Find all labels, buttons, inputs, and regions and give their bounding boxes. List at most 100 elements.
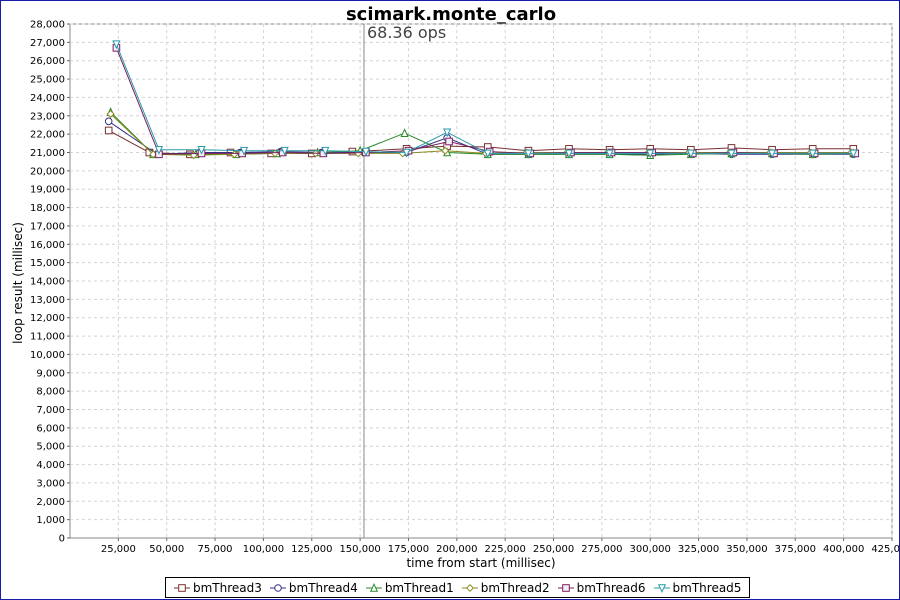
legend-swatch-symbol xyxy=(369,582,378,592)
x-tick-label: 400,000 xyxy=(823,544,864,555)
y-tick-label: 7,000 xyxy=(36,405,65,416)
x-tick-label: 375,000 xyxy=(775,544,816,555)
y-tick-label: 8,000 xyxy=(36,387,65,398)
x-tick-label: 125,000 xyxy=(291,544,332,555)
x-tick-label: 225,000 xyxy=(484,544,525,555)
y-tick-label: 11,000 xyxy=(30,332,65,343)
legend-item: bmThread6 xyxy=(557,580,646,595)
legend-label: bmThread3 xyxy=(193,580,262,595)
y-tick-label: 23,000 xyxy=(30,111,65,122)
x-tick-label: 250,000 xyxy=(533,544,574,555)
y-tick-label: 25,000 xyxy=(30,75,65,86)
y-tick-label: 15,000 xyxy=(30,258,65,269)
legend-label: bmThread6 xyxy=(576,580,646,595)
data-point xyxy=(280,146,289,156)
legend-swatch xyxy=(269,583,286,592)
y-axis-label: loop result (millisec) xyxy=(11,222,25,344)
legend-label: bmThread4 xyxy=(288,580,358,595)
grid-layer xyxy=(70,23,893,538)
series-layer xyxy=(104,40,860,160)
y-tick-label: 14,000 xyxy=(30,277,65,288)
legend-item: bmThread2 xyxy=(461,580,550,595)
data-point xyxy=(104,117,113,126)
legend-swatch xyxy=(653,583,670,593)
data-point xyxy=(154,145,164,155)
x-tick-label: 275,000 xyxy=(581,544,622,555)
legend-swatch xyxy=(461,583,478,592)
y-tick-label: 27,000 xyxy=(30,38,65,49)
y-tick-label: 20,000 xyxy=(30,166,65,177)
x-tick-label: 425,000 xyxy=(871,544,899,555)
data-point xyxy=(808,149,817,159)
data-point xyxy=(524,149,533,159)
y-tick-label: 4,000 xyxy=(36,460,65,471)
data-point xyxy=(605,149,614,159)
legend-label: bmThread2 xyxy=(480,580,550,595)
legend-item: bmThread5 xyxy=(653,580,742,595)
data-point xyxy=(483,149,492,159)
legend-swatch-symbol xyxy=(465,583,474,592)
x-tick-label: 50,000 xyxy=(149,544,184,555)
data-point xyxy=(104,126,113,135)
legend-swatch xyxy=(365,582,382,592)
chart-title: scimark.monte_carlo xyxy=(346,4,556,25)
legend-swatch-symbol xyxy=(178,583,186,592)
y-tick-label: 5,000 xyxy=(36,442,65,453)
data-point xyxy=(443,128,452,138)
data-point xyxy=(441,146,450,155)
x-axis-label: time from start (millisec) xyxy=(406,556,555,570)
x-tick-label: 25,000 xyxy=(101,544,136,555)
y-tick-label: 22,000 xyxy=(30,130,65,141)
legend-swatch xyxy=(557,583,574,592)
legend-swatch xyxy=(174,583,190,592)
data-point xyxy=(402,148,411,158)
data-point xyxy=(646,149,655,159)
legend: bmThread3 bmThread4 bmThread1 bmThread2 bmTh… xyxy=(165,577,751,598)
x-tick-label: 350,000 xyxy=(726,544,767,555)
tick-layer: 0 1,000 2,000 3,000 4,000 5,000 6,000 7,000 8,00… xyxy=(30,20,899,556)
y-tick-label: 26,000 xyxy=(30,56,65,67)
y-tick-label: 18,000 xyxy=(30,203,65,214)
y-tick-label: 24,000 xyxy=(30,93,65,104)
data-point xyxy=(361,147,371,157)
y-tick-label: 12,000 xyxy=(30,313,65,324)
data-point xyxy=(106,109,115,118)
y-tick-label: 6,000 xyxy=(36,423,65,434)
y-tick-label: 10,000 xyxy=(30,350,65,361)
x-tick-label: 150,000 xyxy=(339,544,380,555)
data-point xyxy=(112,40,121,50)
chart-svg: scimark.monte_carlo 0 1,000 2,000 3,000 4,00… xyxy=(11,4,899,570)
x-tick-label: 175,000 xyxy=(388,544,429,555)
marker-layer: 68.36 ops xyxy=(363,23,446,538)
legend-label: bmThread1 xyxy=(384,580,454,595)
legend-swatch-symbol xyxy=(274,583,282,592)
data-point xyxy=(686,149,695,159)
y-tick-label: 17,000 xyxy=(30,221,65,232)
data-point xyxy=(564,149,574,159)
x-tick-label: 200,000 xyxy=(436,544,477,555)
x-tick-label: 100,000 xyxy=(243,544,284,555)
y-tick-label: 0 xyxy=(59,534,65,545)
y-tick-label: 19,000 xyxy=(30,185,65,196)
y-tick-label: 3,000 xyxy=(36,478,65,489)
data-point xyxy=(239,146,249,156)
legend-label: bmThread5 xyxy=(672,580,742,595)
x-tick-label: 75,000 xyxy=(198,544,233,555)
data-point xyxy=(849,149,858,159)
y-tick-label: 2,000 xyxy=(36,497,65,508)
y-tick-label: 16,000 xyxy=(30,240,65,251)
legend-item: bmThread1 xyxy=(365,580,454,595)
marker-label: 68.36 ops xyxy=(367,23,446,42)
y-tick-label: 28,000 xyxy=(30,20,65,31)
data-point xyxy=(727,149,736,159)
y-tick-label: 13,000 xyxy=(30,295,65,306)
legend-item: bmThread4 xyxy=(269,580,358,595)
legend-swatch-symbol xyxy=(657,583,666,593)
data-point xyxy=(400,128,409,138)
x-tick-label: 300,000 xyxy=(630,544,671,555)
legend-swatch-symbol xyxy=(561,583,570,592)
y-tick-label: 9,000 xyxy=(36,368,65,379)
series-bmThread5 xyxy=(112,40,858,159)
data-point xyxy=(321,146,330,156)
